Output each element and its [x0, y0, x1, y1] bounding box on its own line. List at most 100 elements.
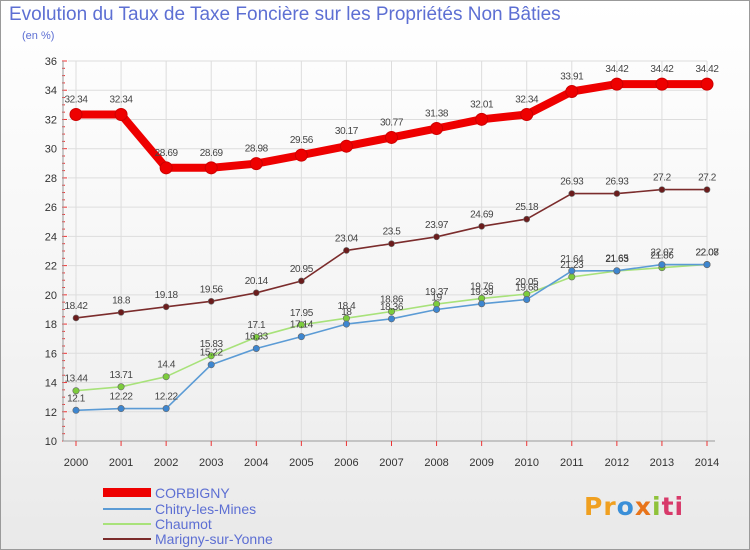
data-point: [207, 352, 215, 360]
y-tick-label: 28: [45, 173, 57, 185]
data-point: [520, 107, 534, 121]
chart-subtitle: (en %): [22, 30, 55, 42]
data-point: [343, 247, 350, 254]
legend-label: Chaumot: [155, 516, 212, 532]
data-label: 30.77: [380, 117, 404, 128]
x-tick-label: 2001: [109, 457, 133, 469]
y-tick-label: 18: [45, 319, 57, 331]
data-point: [162, 373, 170, 381]
data-label: 26.93: [560, 177, 584, 188]
x-tick-label: 2006: [334, 457, 358, 469]
data-point: [568, 190, 576, 197]
data-label: 19.37: [425, 287, 449, 298]
data-point: [69, 107, 83, 121]
legend-label: Chitry-les-Mines: [155, 501, 256, 517]
x-tick-label: 2012: [605, 457, 629, 469]
data-label: 21.65: [605, 254, 629, 265]
y-tick-label: 26: [45, 202, 57, 214]
data-label: 18.86: [380, 295, 404, 306]
data-label: 34.42: [605, 64, 629, 75]
data-point: [162, 405, 170, 413]
data-point: [117, 383, 125, 391]
data-point: [114, 107, 128, 121]
data-point: [252, 333, 260, 341]
data-label: 19.68: [515, 283, 539, 294]
data-point: [433, 233, 440, 241]
data-point: [159, 161, 173, 175]
data-label: 23.5: [383, 227, 402, 238]
y-tick-label: 34: [45, 85, 57, 97]
x-tick-label: 2014: [695, 457, 719, 469]
data-label: 18.36: [380, 302, 404, 313]
data-label: 12.1: [67, 393, 86, 404]
data-point: [703, 261, 711, 269]
data-label: 27.2: [653, 173, 672, 184]
data-label: 33.91: [560, 72, 584, 83]
data-label: 18: [341, 307, 352, 318]
data-point: [478, 300, 486, 308]
x-tick-label: 2002: [154, 457, 178, 469]
data-label: 17.95: [290, 308, 314, 319]
data-point: [252, 344, 260, 352]
y-tick-label: 16: [45, 348, 57, 360]
x-tick-label: 2007: [379, 457, 403, 469]
data-point: [523, 296, 531, 304]
data-label: 28.69: [155, 148, 179, 159]
y-tick-label: 20: [45, 290, 57, 302]
data-label: 19.18: [155, 290, 179, 301]
data-point: [252, 289, 260, 297]
x-tick-label: 2004: [244, 457, 268, 469]
data-point: [387, 308, 395, 316]
x-tick-label: 2013: [650, 457, 674, 469]
x-tick-label: 2010: [514, 457, 538, 469]
x-tick-label: 2005: [289, 457, 313, 469]
axes: 10 12 14 16 18 20 22 24 26 28 30 32 34 36 2000 2001 2002…: [45, 56, 719, 469]
data-point: [430, 122, 444, 136]
data-point: [72, 387, 80, 395]
data-label: 18.8: [112, 295, 131, 306]
data-point: [297, 333, 305, 341]
data-point: [294, 148, 308, 162]
data-label: 17.1: [247, 320, 266, 331]
data-point: [433, 305, 441, 313]
data-point: [613, 267, 621, 275]
data-point: [162, 303, 170, 311]
data-label: 21.86: [650, 251, 674, 262]
data-label: 27.2: [698, 173, 717, 184]
data-point: [478, 223, 485, 230]
data-point: [207, 297, 215, 305]
y-tick-label: 36: [45, 56, 57, 68]
data-label: 32.34: [110, 94, 134, 105]
x-tick-label: 2008: [424, 457, 448, 469]
data-point: [117, 309, 125, 316]
y-tick-label: 30: [45, 144, 57, 156]
data-label: 20.95: [290, 264, 314, 275]
data-label: 30.17: [335, 126, 359, 137]
y-tick-label: 12: [45, 407, 57, 419]
data-label: 13.44: [64, 374, 88, 385]
data-label: 19.76: [470, 281, 494, 292]
data-label: 32.34: [64, 94, 88, 105]
x-tick-label: 2003: [199, 457, 223, 469]
data-point: [385, 130, 398, 144]
y-tick-label: 10: [45, 436, 57, 448]
data-point: [610, 77, 624, 91]
data-point: [613, 190, 621, 197]
data-label: 20.05: [515, 277, 539, 288]
data-label: 12.22: [155, 392, 179, 403]
data-label: 23.97: [425, 220, 449, 231]
legend: CORBIGNYChitry-les-MinesChaumotMarigny-s…: [103, 485, 273, 547]
data-label: 16.33: [245, 331, 269, 342]
data-label: 23.04: [335, 233, 359, 244]
data-label: 34.42: [695, 64, 719, 75]
data-label: 15.22: [200, 348, 224, 359]
data-label: 31.38: [425, 109, 449, 120]
data-point: [565, 85, 579, 99]
data-point: [658, 186, 666, 193]
data-point: [387, 315, 395, 323]
data-label: 14.4: [157, 360, 176, 371]
data-point: [655, 77, 669, 91]
legend-label: Marigny-sur-Yonne: [155, 531, 273, 547]
